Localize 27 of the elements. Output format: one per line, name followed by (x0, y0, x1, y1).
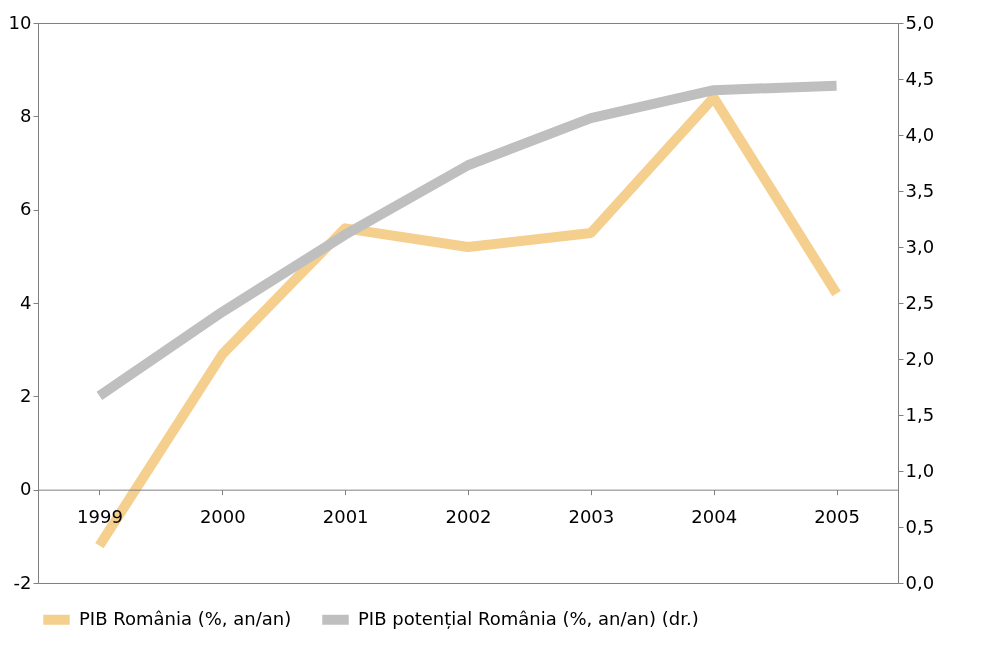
x-tick-label: 2004 (691, 506, 738, 528)
y2-tick-label: 0,0 (905, 571, 935, 593)
legend-label: PIB potențial România (%, an/an) (dr.) (358, 607, 699, 629)
y-tick-label: 10 (8, 11, 32, 33)
y-tick-label: 8 (20, 104, 32, 126)
y2-tick-label: 5,0 (905, 11, 935, 33)
y2-tick-label: 1,5 (905, 403, 935, 425)
y-tick-label: 6 (20, 198, 32, 220)
legend-label: PIB România (%, an/an) (79, 607, 292, 629)
x-tick-label: 2000 (199, 506, 246, 528)
x-tick-label: 2001 (322, 506, 369, 528)
x-tick-label: 1999 (77, 506, 123, 528)
y2-tick-label: 2,0 (905, 347, 935, 369)
x-tick-label: 2002 (445, 506, 492, 528)
y-tick-label: 4 (20, 291, 32, 313)
y2-tick-label: 3,5 (905, 179, 935, 201)
y2-tick-label: 2,5 (905, 291, 935, 313)
y2-tick-label: 3,0 (905, 235, 935, 257)
y-tick-label: -2 (13, 571, 32, 593)
x-tick-label: 2003 (568, 506, 615, 528)
x-tick-label: 2005 (814, 506, 860, 528)
y2-tick-label: 4,5 (905, 67, 935, 89)
y-tick-label: 2 (20, 384, 32, 406)
y2-tick-label: 1,0 (905, 459, 935, 481)
y-tick-label: 0 (20, 478, 32, 500)
y2-tick-label: 4,0 (905, 123, 935, 145)
y2-tick-label: 0,5 (905, 515, 935, 537)
